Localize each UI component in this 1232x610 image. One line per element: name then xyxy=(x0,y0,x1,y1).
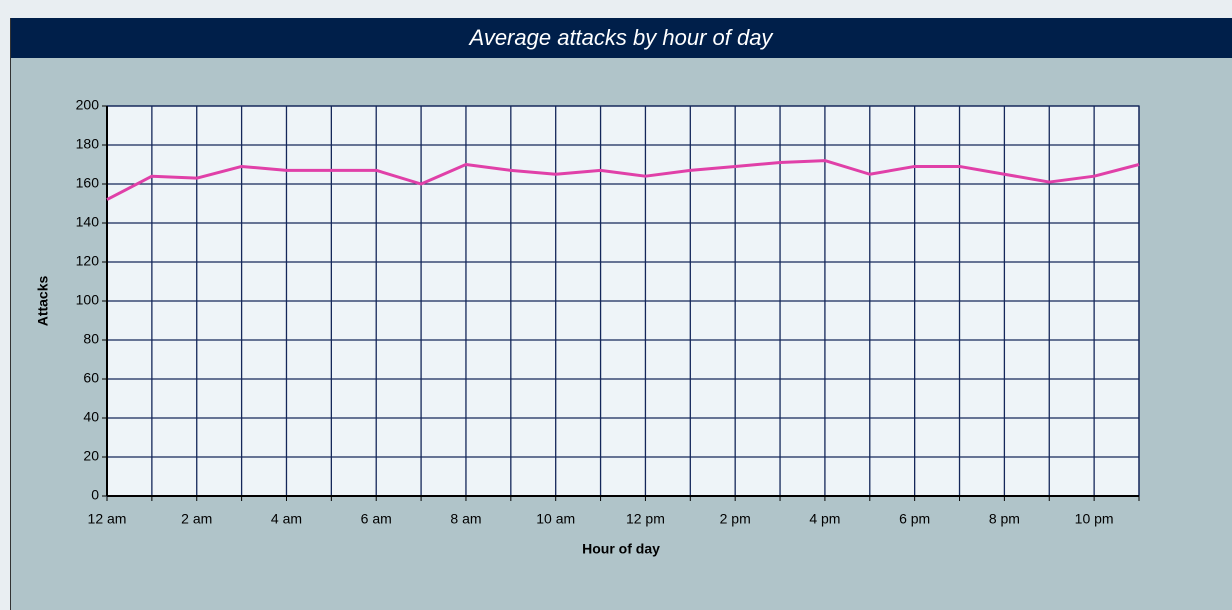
y-tick-label: 60 xyxy=(83,370,99,386)
y-tick-label: 200 xyxy=(76,97,100,113)
x-tick-label: 6 am xyxy=(361,511,392,527)
x-tick-label: 10 am xyxy=(536,511,575,527)
y-tick-label: 160 xyxy=(76,175,100,191)
y-tick-label: 20 xyxy=(83,448,99,464)
chart-title: Average attacks by hour of day xyxy=(468,25,775,50)
x-tick-label: 2 pm xyxy=(720,511,751,527)
x-tick-label: 8 am xyxy=(450,511,481,527)
y-tick-label: 120 xyxy=(76,253,100,269)
y-tick-label: 100 xyxy=(76,292,100,308)
x-tick-label: 2 am xyxy=(181,511,212,527)
x-tick-label: 6 pm xyxy=(899,511,930,527)
data-line xyxy=(106,159,1140,201)
x-axis-label: Hour of day xyxy=(582,541,660,557)
x-tick-label: 8 pm xyxy=(989,511,1020,527)
y-tick-label: 140 xyxy=(76,214,100,230)
x-tick-label: 12 pm xyxy=(626,511,665,527)
x-tick-label: 4 am xyxy=(271,511,302,527)
x-tick-label: 4 pm xyxy=(809,511,840,527)
panel-header xyxy=(11,18,1232,58)
y-tick-label: 40 xyxy=(83,409,99,425)
y-tick-label: 180 xyxy=(76,136,100,152)
x-tick-label: 12 am xyxy=(88,511,127,527)
y-axis-label: Attacks xyxy=(35,276,51,327)
y-tick-label: 0 xyxy=(91,487,99,503)
y-tick-label: 80 xyxy=(83,331,99,347)
x-tick-label: 10 pm xyxy=(1075,511,1114,527)
